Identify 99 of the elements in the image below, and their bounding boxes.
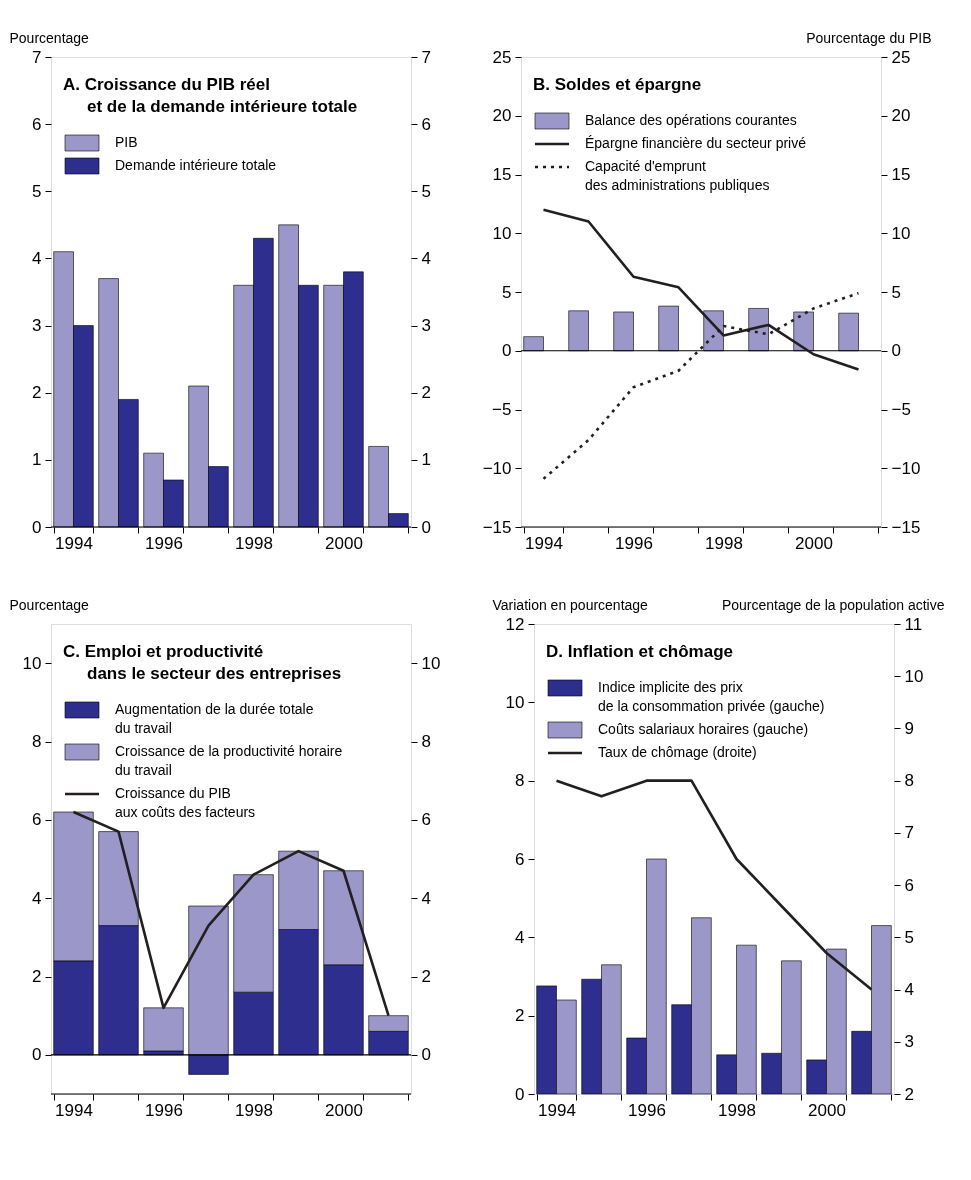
y-tick-label: 20 bbox=[492, 106, 512, 126]
y2-tick-label: 2 bbox=[421, 383, 431, 403]
y-axis-title: Pourcentage bbox=[9, 29, 90, 46]
x-tick-label: 1998 bbox=[235, 533, 273, 553]
text: C. Emploi et productivité dans le secteur des entreprises bbox=[63, 642, 342, 683]
y-tick-label: 0 bbox=[515, 1084, 525, 1104]
legend-label: Balance des opérations courantes bbox=[585, 112, 797, 128]
x-tick-label: 2000 bbox=[808, 1100, 846, 1120]
legend-label: Demande intérieure totale bbox=[115, 157, 277, 173]
legend-label: Croissance de la productivité horaire du travail bbox=[115, 743, 343, 778]
y-tick-label: 12 bbox=[505, 614, 525, 634]
text: D. Inflation et chômage bbox=[546, 642, 734, 661]
y-tick-label: 25 bbox=[492, 47, 512, 67]
y-tick-label: 2 bbox=[32, 967, 42, 986]
y2-tick-label: 2 bbox=[421, 967, 431, 986]
y2-tick-label: 0 bbox=[421, 517, 431, 537]
y2-tick-label: 4 bbox=[421, 248, 431, 268]
y2-tick-label: 0 bbox=[421, 1045, 431, 1065]
y-tick-label: 5 bbox=[32, 181, 42, 201]
y2-axis-title: Pourcentage du PIB bbox=[806, 29, 932, 46]
y2-tick-label: 0 bbox=[891, 341, 901, 361]
y2-tick-label: 20 bbox=[891, 106, 911, 126]
y-tick-label: 10 bbox=[492, 223, 512, 243]
legend-label: PIB bbox=[115, 134, 138, 150]
legend-label: Indice implicite des prix de la consommation privée (gauche) bbox=[598, 679, 825, 714]
y-tick-label: 2 bbox=[32, 383, 42, 403]
y-tick-label: 1 bbox=[32, 450, 42, 470]
y-tick-label: 10 bbox=[22, 653, 42, 673]
y-tick-label: 0 bbox=[502, 341, 512, 361]
y2-tick-label: 15 bbox=[891, 165, 911, 184]
y-tick-label: 3 bbox=[32, 316, 42, 336]
y-tick-label: 6 bbox=[32, 810, 42, 830]
y-tick-label: 6 bbox=[515, 849, 525, 869]
y2-tick-label: 5 bbox=[891, 282, 901, 302]
legend-label: Épargne financière du secteur privé bbox=[585, 135, 807, 151]
y-tick-label: 4 bbox=[515, 927, 525, 947]
y-tick-label: 4 bbox=[32, 248, 42, 268]
y2-tick-label: 3 bbox=[904, 1032, 914, 1052]
y2-tick-label: 5 bbox=[904, 927, 914, 947]
x-tick-label: 1996 bbox=[145, 533, 183, 553]
y-tick-label: 10 bbox=[505, 692, 525, 712]
x-tick-label: 1998 bbox=[705, 533, 743, 553]
y2-tick-label: 6 bbox=[421, 114, 431, 134]
y-tick-label: 15 bbox=[492, 165, 512, 184]
y-tick-label: 0 bbox=[32, 517, 42, 537]
text: A. Croissance du PIB réel et de la demande intérieure totale bbox=[63, 75, 358, 116]
y2-tick-label: 7 bbox=[904, 823, 914, 843]
y2-tick-label: 2 bbox=[904, 1084, 914, 1104]
x-tick-label: 2000 bbox=[795, 533, 833, 553]
y2-tick-label: 4 bbox=[904, 980, 914, 1000]
y-tick-label: 6 bbox=[32, 114, 42, 134]
y2-tick-label: 10 bbox=[421, 653, 441, 673]
legend-label: Capacité d'emprunt des administrations publiques bbox=[585, 158, 770, 193]
y2-tick-label: 6 bbox=[421, 810, 431, 830]
legend-label: Augmentation de la durée totale du travail bbox=[115, 701, 314, 736]
y-tick-label: 4 bbox=[32, 888, 42, 908]
y-tick-label: −5 bbox=[492, 400, 512, 419]
y-tick-label: 5 bbox=[502, 282, 512, 302]
x-tick-label: 1996 bbox=[615, 533, 653, 553]
y2-tick-label: −15 bbox=[891, 517, 921, 537]
x-tick-label: 2000 bbox=[325, 1100, 363, 1120]
y2-tick-label: 10 bbox=[891, 223, 911, 243]
y2-tick-label: 3 bbox=[421, 316, 431, 336]
y-tick-label: 2 bbox=[515, 1006, 525, 1026]
y-tick-label: 7 bbox=[32, 47, 42, 67]
x-tick-label: 1996 bbox=[145, 1100, 183, 1120]
y-tick-label: 8 bbox=[32, 732, 42, 751]
y2-tick-label: 4 bbox=[421, 888, 431, 908]
y2-axis-title: Pourcentage de la population active bbox=[721, 596, 945, 613]
y2-tick-label: 1 bbox=[421, 450, 431, 470]
y-tick-label: −10 bbox=[482, 458, 512, 478]
y-tick-label: −15 bbox=[482, 517, 512, 537]
x-tick-label: 1994 bbox=[55, 533, 93, 553]
y-axis-title: Variation en pourcentage bbox=[492, 596, 649, 613]
y2-tick-label: −5 bbox=[891, 400, 911, 419]
y2-tick-label: 6 bbox=[904, 875, 914, 895]
y2-tick-label: 8 bbox=[904, 771, 914, 791]
text: B. Soldes et épargne bbox=[533, 75, 702, 94]
y2-tick-label: 8 bbox=[421, 732, 431, 751]
y2-tick-label: 7 bbox=[421, 47, 431, 67]
x-tick-label: 2000 bbox=[325, 533, 363, 553]
x-tick-label: 1998 bbox=[235, 1100, 273, 1120]
x-tick-label: 1994 bbox=[525, 533, 563, 553]
y-axis-title: Pourcentage bbox=[9, 596, 90, 613]
y2-tick-label: 25 bbox=[891, 47, 911, 67]
y-tick-label: 0 bbox=[32, 1045, 42, 1065]
y-tick-label: 8 bbox=[515, 771, 525, 791]
legend-label: Croissance du PIB aux coûts des facteurs bbox=[115, 785, 256, 820]
y2-tick-label: 5 bbox=[421, 181, 431, 201]
x-tick-label: 1994 bbox=[55, 1100, 93, 1120]
y2-tick-label: 9 bbox=[904, 718, 914, 738]
legend-label: Taux de chômage (droite) bbox=[598, 744, 757, 760]
legend-label: Coûts salariaux horaires (gauche) bbox=[598, 721, 809, 737]
x-tick-label: 1996 bbox=[628, 1100, 666, 1120]
x-tick-label: 1994 bbox=[538, 1100, 576, 1120]
y2-tick-label: 10 bbox=[904, 666, 924, 686]
y2-tick-label: −10 bbox=[891, 458, 921, 478]
x-tick-label: 1998 bbox=[718, 1100, 756, 1120]
y2-tick-label: 11 bbox=[904, 614, 923, 634]
